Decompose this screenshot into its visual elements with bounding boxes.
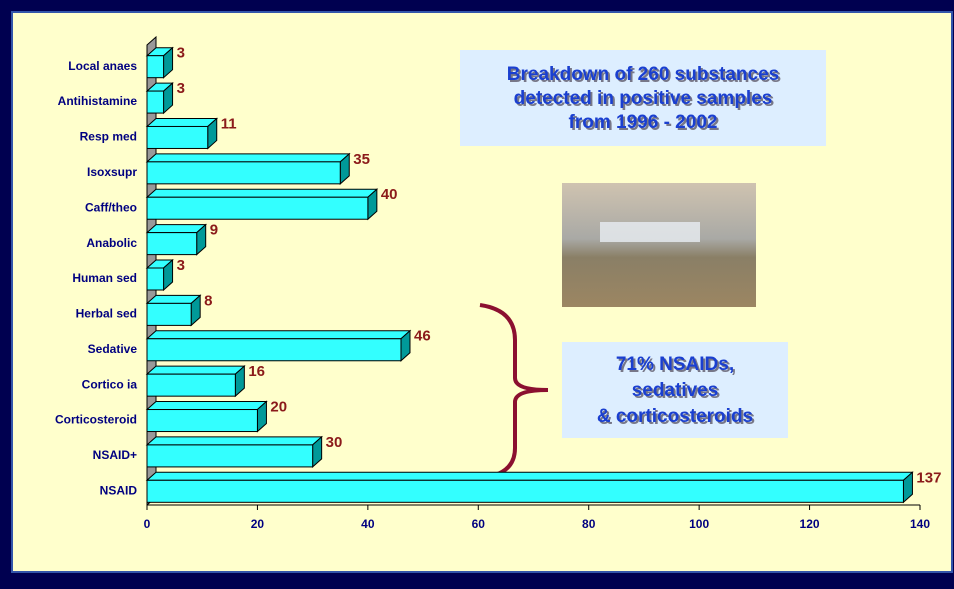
x-tick-label: 80 [582,517,596,531]
bar [147,268,164,290]
x-tick-label: 100 [689,517,709,531]
bar-top [147,118,217,126]
x-tick-label: 60 [472,517,486,531]
bar-top [147,154,349,162]
bar [147,374,235,396]
photo-detail [600,222,700,242]
chart: 0 20 40 60 80 100 120 140 Local anaes 3 Antihistam… [0,0,954,589]
bar [147,410,257,432]
value-label: 8 [204,292,212,309]
bar [147,126,208,148]
y-tick-label: NSAID+ [93,448,137,462]
value-label: 3 [177,45,185,62]
value-label: 9 [210,222,218,239]
bar [147,197,368,219]
bar-top [147,437,322,445]
value-label: 137 [916,469,941,486]
value-label: 20 [270,399,287,416]
y-tick-label: Herbal sed [76,307,137,321]
bar-top [147,402,266,410]
bar [147,339,401,361]
chart-title: from 1996 - 2002 [569,112,718,133]
annotation: sedatives [632,380,719,401]
bar [147,445,313,467]
bar-top [147,472,912,480]
value-label: 3 [177,257,185,274]
x-tick-label: 120 [800,517,820,531]
y-tick-label: Corticosteroid [55,413,137,427]
annotation: & corticosteroids [597,406,753,427]
bar-top [147,331,410,339]
bar-top [147,225,206,233]
y-tick-label: Local anaes [68,59,137,73]
y-tick-label: Antihistamine [58,94,138,108]
value-label: 40 [381,186,398,203]
y-tick-label: Caff/theo [85,200,137,214]
value-label: 46 [414,328,431,345]
value-label: 35 [353,151,370,168]
value-label: 11 [221,115,237,132]
bar-top [147,366,244,374]
y-tick-label: NSAID [100,483,138,497]
bar [147,56,164,78]
bar-top [147,189,377,197]
value-label: 16 [248,363,265,380]
x-tick-label: 140 [910,517,930,531]
bar [147,233,197,255]
chart-title: Breakdown of 260 substances [507,64,779,85]
y-tick-label: Cortico ia [82,377,138,391]
x-tick-label: 0 [144,517,151,531]
y-tick-label: Resp med [80,130,137,144]
annotation: 71% NSAIDs, [616,354,734,375]
x-tick-label: 40 [361,517,375,531]
photo [562,183,756,307]
y-tick-label: Isoxsupr [87,165,137,179]
y-tick-label: Human sed [72,271,137,285]
bar [147,91,164,113]
value-label: 30 [326,434,343,451]
chart-title: detected in positive samples [514,88,773,109]
bar [147,303,191,325]
x-tick-label: 20 [251,517,265,531]
bar [147,162,340,184]
page: 0 20 40 60 80 100 120 140 Local anaes 3 Antihistam… [0,0,954,589]
y-tick-label: Sedative [88,342,138,356]
value-label: 3 [177,80,185,97]
bar [147,480,903,502]
y-tick-label: Anabolic [86,236,137,250]
